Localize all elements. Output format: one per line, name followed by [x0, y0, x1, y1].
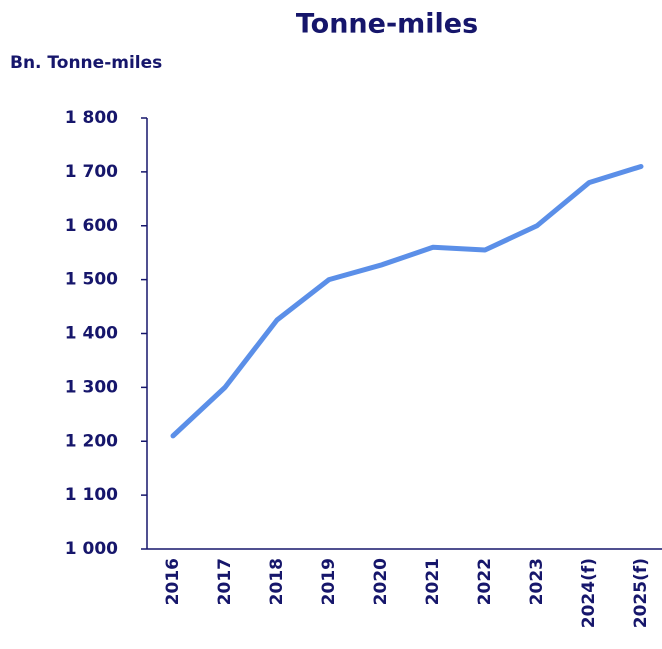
x-tick-label: 2016	[163, 558, 183, 605]
x-tick-label: 2021	[423, 558, 443, 605]
y-tick-label: 1 300	[65, 377, 118, 397]
y-axis-label: Bn. Tonne-miles	[10, 53, 162, 73]
x-tick-label: 2018	[267, 558, 287, 605]
x-tick-label: 2022	[475, 558, 495, 605]
x-tick-label: 2020	[371, 558, 391, 605]
x-tick-label: 2024(f)	[579, 558, 599, 628]
y-tick-label: 1 700	[65, 162, 118, 182]
chart-title: Tonne-miles	[296, 9, 478, 40]
y-tick-label: 1 600	[65, 216, 118, 236]
y-tick-label: 1 400	[65, 324, 118, 344]
y-tick-label: 1 200	[65, 431, 118, 451]
y-tick-label: 1 000	[65, 539, 118, 559]
x-tick-label: 2025(f)	[631, 558, 651, 628]
x-tick-label: 2017	[215, 558, 235, 605]
y-tick-label: 1 500	[65, 270, 118, 290]
x-tick-label: 2019	[319, 558, 339, 605]
y-tick-label: 1 800	[65, 108, 118, 128]
y-tick-label: 1 100	[65, 485, 118, 505]
line	[170, 163, 644, 439]
x-tick-label: 2023	[527, 558, 547, 605]
